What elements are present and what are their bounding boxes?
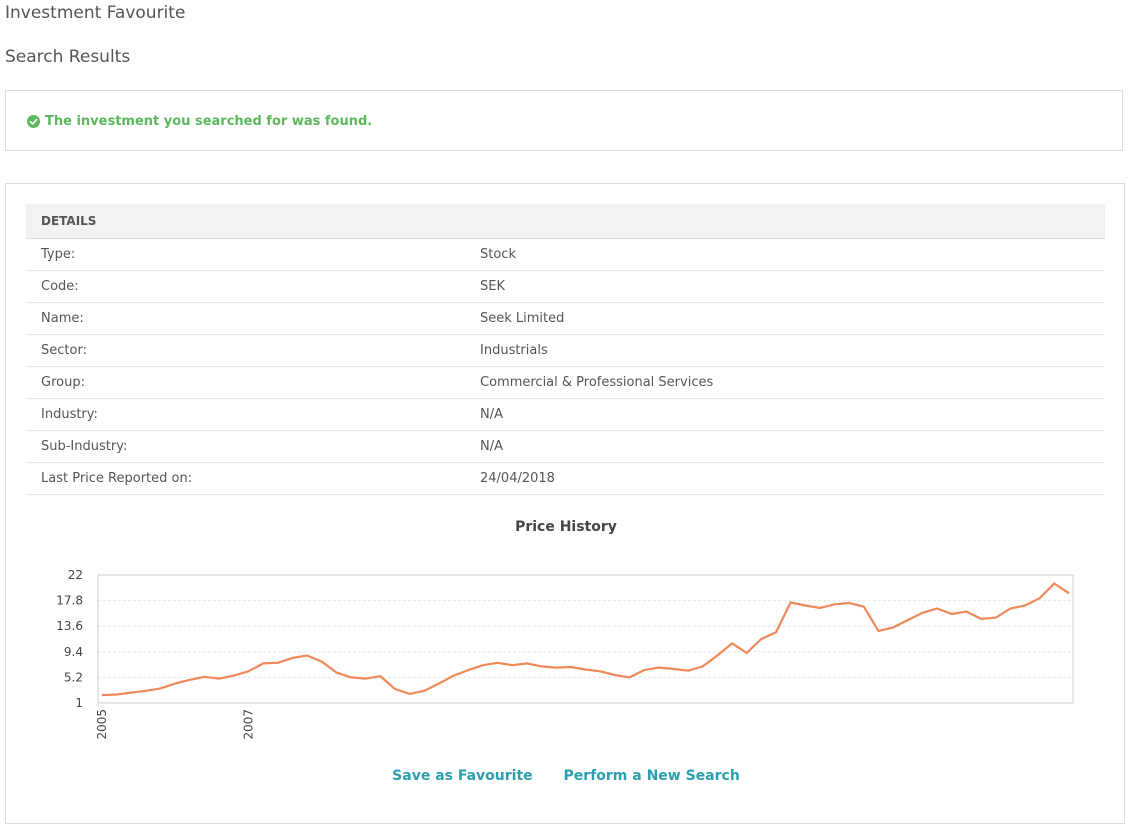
details-table: DETAILS Type: Stock Code: SEK Name: Seek… (26, 204, 1105, 495)
x-axis-ticks: 2005 2007 (95, 709, 256, 740)
x-tick-label: 2005 (95, 709, 109, 740)
row-value-name: Seek Limited (465, 302, 1105, 335)
row-label-last-price: Last Price Reported on: (26, 462, 465, 495)
row-label-type: Type: (26, 238, 465, 271)
save-favourite-link[interactable]: Save as Favourite (392, 768, 533, 784)
y-tick-label: 22 (68, 568, 83, 582)
table-row: Sector: Industrials (26, 334, 1105, 367)
alert-text: The investment you searched for was foun… (45, 114, 373, 129)
grid-lines (98, 600, 1073, 678)
row-value-industry: N/A (465, 398, 1105, 431)
table-row: Type: Stock (26, 238, 1105, 271)
table-row: Group: Commercial & Professional Service… (26, 366, 1105, 399)
row-value-group: Commercial & Professional Services (465, 366, 1105, 399)
x-tick-label: 2007 (242, 709, 256, 740)
price-series-line (101, 582, 1070, 697)
y-tick-label: 17.8 (56, 594, 83, 608)
details-header-row: DETAILS (26, 204, 1105, 239)
results-panel: DETAILS Type: Stock Code: SEK Name: Seek… (5, 183, 1125, 824)
row-value-code: SEK (465, 270, 1105, 303)
alert-box: The investment you searched for was foun… (5, 90, 1123, 151)
y-tick-label: 9.4 (64, 645, 83, 659)
row-label-industry: Industry: (26, 398, 465, 431)
row-label-code: Code: (26, 270, 465, 303)
row-value-sub-industry: N/A (465, 430, 1105, 463)
check-circle-icon (27, 115, 40, 128)
row-value-sector: Industrials (465, 334, 1105, 367)
y-tick-label: 1 (75, 696, 83, 710)
new-search-link[interactable]: Perform a New Search (563, 768, 740, 784)
alert-message: The investment you searched for was foun… (27, 114, 372, 129)
y-axis-ticks: 22 17.8 13.6 9.4 5.2 1 (56, 568, 83, 710)
row-value-type: Stock (465, 238, 1105, 271)
action-links: Save as Favourite Perform a New Search (6, 768, 1126, 784)
table-row: Last Price Reported on: 24/04/2018 (26, 462, 1105, 495)
plot-frame (97, 574, 1074, 704)
price-history-chart: 22 17.8 13.6 9.4 5.2 1 2005 2007 (56, 568, 1074, 740)
section-title: Search Results (5, 47, 131, 67)
table-row: Name: Seek Limited (26, 302, 1105, 335)
row-value-last-price: 24/04/2018 (465, 462, 1105, 495)
row-label-sector: Sector: (26, 334, 465, 367)
row-label-group: Group: (26, 366, 465, 399)
y-tick-label: 5.2 (64, 670, 83, 684)
details-header: DETAILS (26, 204, 1105, 239)
table-row: Industry: N/A (26, 398, 1105, 431)
chart-title: Price History (515, 519, 617, 535)
page-title: Investment Favourite (5, 3, 186, 23)
table-row: Code: SEK (26, 270, 1105, 303)
row-label-sub-industry: Sub-Industry: (26, 430, 465, 463)
y-tick-label: 13.6 (56, 619, 83, 633)
row-label-name: Name: (26, 302, 465, 335)
table-row: Sub-Industry: N/A (26, 430, 1105, 463)
